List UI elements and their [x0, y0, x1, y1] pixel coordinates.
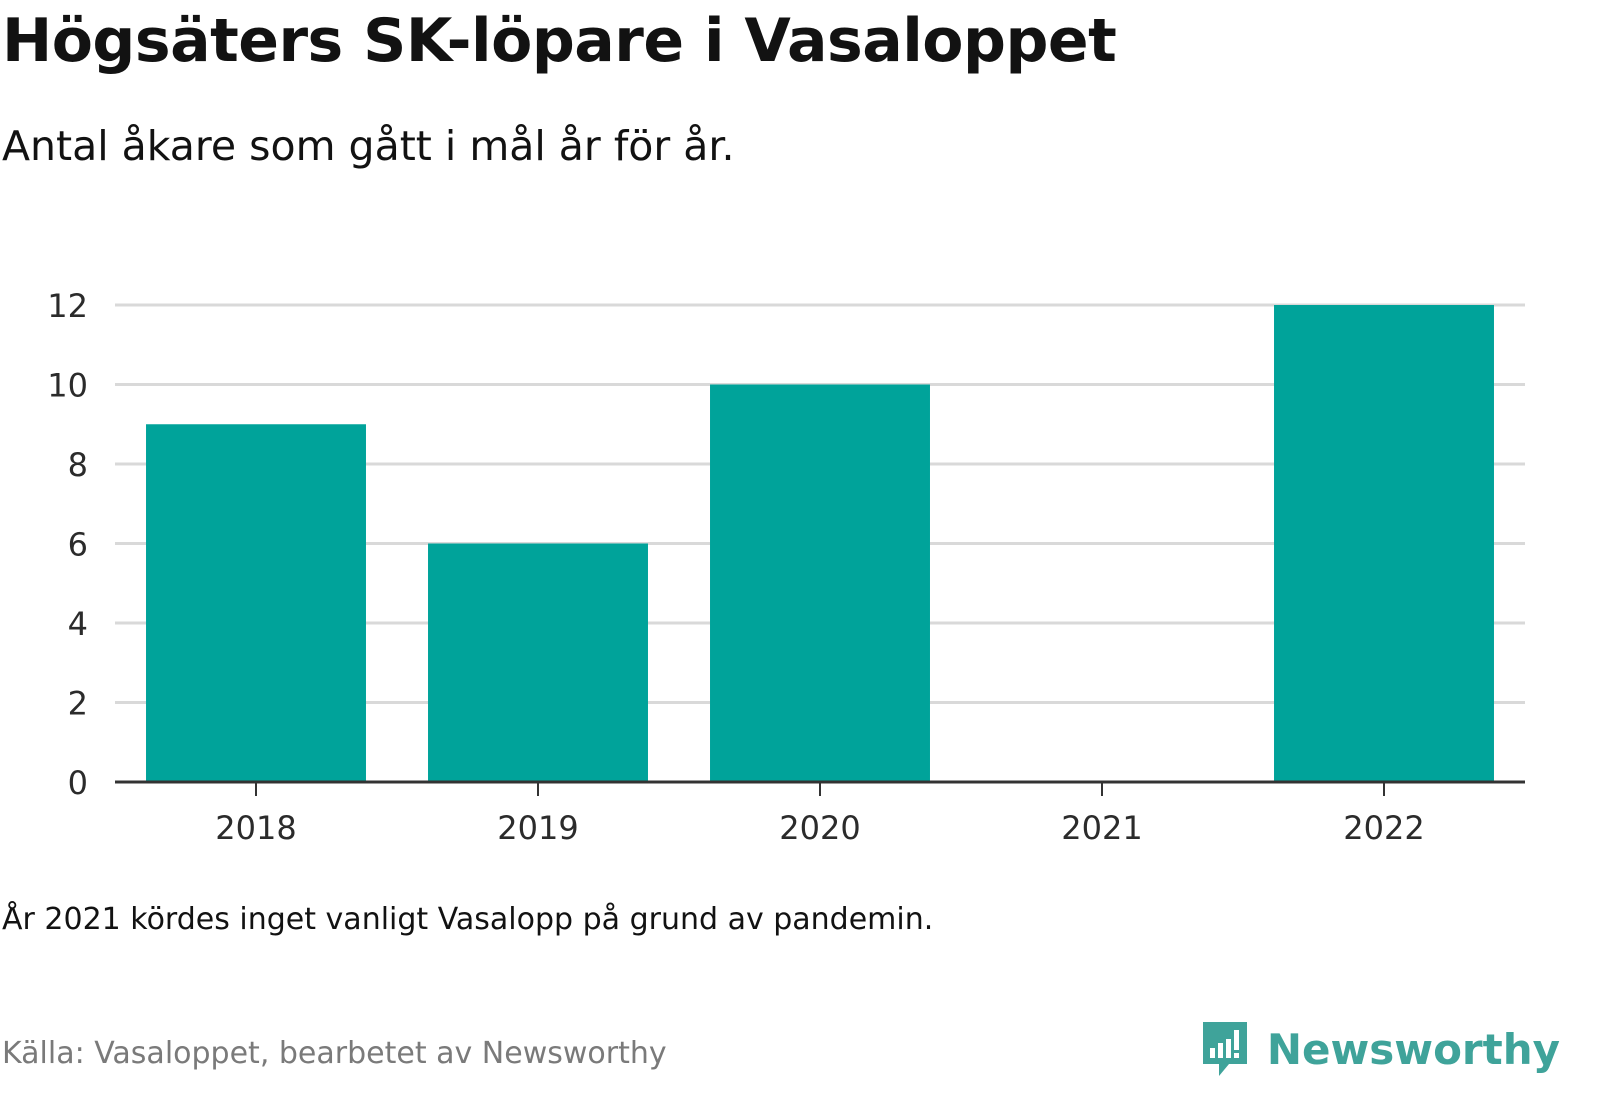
bar-2019	[428, 543, 648, 782]
x-tick-label: 2022	[1343, 809, 1424, 847]
y-tick-label: 10	[47, 367, 88, 405]
chart-note: År 2021 kördes inget vanligt Vasalopp på…	[2, 902, 934, 937]
bar-2018	[146, 424, 366, 782]
x-tick-label: 2021	[1061, 809, 1142, 847]
y-tick-label: 2	[68, 685, 88, 723]
y-axis-ticks: 0 2 4 6 8 10 12	[47, 287, 88, 802]
y-tick-label: 6	[68, 526, 88, 564]
brand-name: Newsworthy	[1266, 1024, 1560, 1074]
y-tick-label: 12	[47, 287, 88, 325]
bar-2022	[1274, 305, 1494, 782]
brand-logo: Newsworthy	[1199, 1018, 1560, 1080]
newsworthy-logo-icon	[1202, 1022, 1247, 1076]
chart-subtitle: Antal åkare som gått i mål år för år.	[2, 122, 735, 170]
y-tick-label: 4	[68, 605, 88, 643]
bars	[146, 305, 1494, 782]
x-axis-ticks: 2018 2019 2020 2021 2022	[215, 782, 1425, 847]
y-tick-label: 0	[68, 764, 88, 802]
bar-chart: 0 2 4 6 8 10 12 2018 2019 2020 2021 2022	[47, 287, 1525, 847]
x-tick-label: 2018	[215, 809, 296, 847]
bar-2020	[710, 384, 930, 782]
y-tick-label: 8	[68, 446, 88, 484]
x-tick-label: 2020	[779, 809, 860, 847]
chart-title: Högsäters SK-löpare i Vasaloppet	[2, 6, 1117, 76]
source-text: Källa: Vasaloppet, bearbetet av Newswort…	[2, 1036, 667, 1071]
x-tick-label: 2019	[497, 809, 578, 847]
